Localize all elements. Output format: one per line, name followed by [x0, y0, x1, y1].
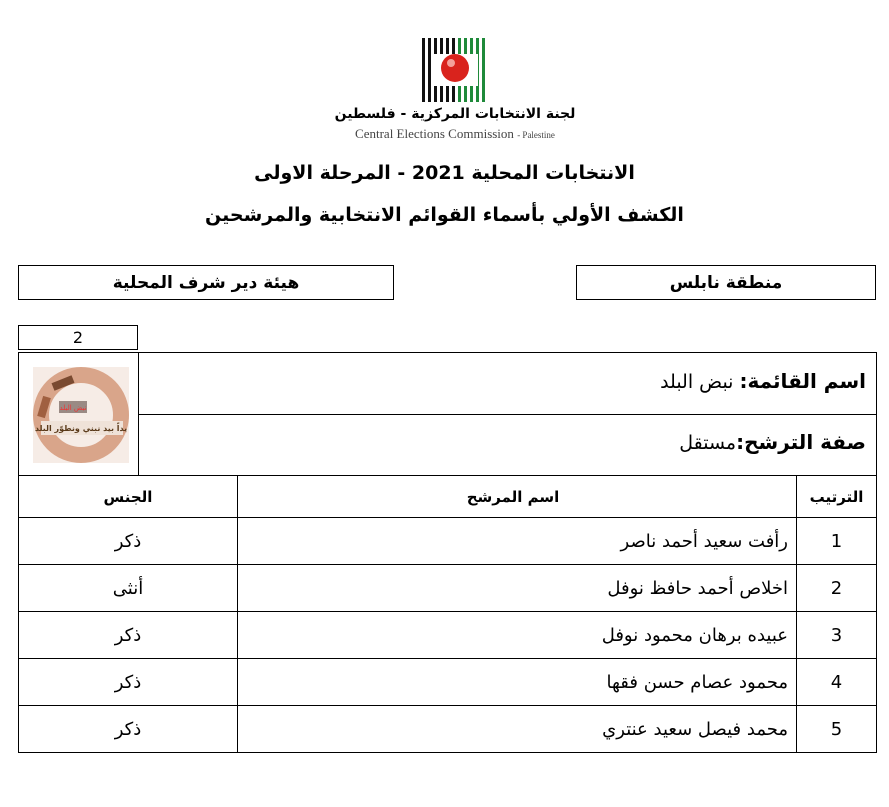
table-header: الترتيب اسم المرشح الجنس [18, 475, 877, 518]
table-row: 2 اخلاص أحمد حافظ نوفل أنثى [18, 564, 877, 612]
table-row: 1 رأفت سعيد أحمد ناصر ذكر [18, 517, 877, 565]
list-number: 2 [18, 325, 138, 350]
divider [139, 414, 876, 415]
rank: 5 [796, 705, 877, 753]
rank: 1 [796, 517, 877, 565]
rank: 4 [796, 658, 877, 706]
candidate-name: اخلاص أحمد حافظ نوفل [237, 564, 797, 612]
header-rank: الترتيب [796, 475, 877, 518]
cec-logo-icon [422, 38, 485, 102]
gender: ذكر [18, 705, 238, 753]
candidate-name: محمود عصام حسن فقها [237, 658, 797, 706]
org-name-arabic: لجنة الانتخابات المركزية - فلسطين [334, 106, 576, 122]
gender: ذكر [18, 658, 238, 706]
list-logo-image-icon: نبض البلد يداً بيد نبني ونطوّر البلد [33, 367, 129, 463]
table-row: 4 محمود عصام حسن فقها ذكر [18, 658, 877, 706]
table-row: 3 عبيده برهان محمود نوفل ذكر [18, 611, 877, 659]
document-title: الانتخابات المحلية 2021 - المرحلة الاولى [254, 162, 635, 184]
rank: 3 [796, 611, 877, 659]
candidacy-type-field: صفة الترشح:مستقل [679, 430, 866, 454]
candidate-name: محمد فيصل سعيد عنتري [237, 705, 797, 753]
rank: 2 [796, 564, 877, 612]
candidate-name: عبيده برهان محمود نوفل [237, 611, 797, 659]
svg-text:يداً بيد نبني ونطوّر البلد: يداً بيد نبني ونطوّر البلد [35, 422, 127, 433]
candidates-table: الترتيب اسم المرشح الجنس 1 رأفت سعيد أحمد… [18, 475, 877, 753]
header-name: اسم المرشح [237, 475, 797, 518]
svg-text:نبض البلد: نبض البلد [59, 404, 86, 412]
candidate-name: رأفت سعيد أحمد ناصر [237, 517, 797, 565]
org-name-english: Central Elections Commission - Palestine [355, 126, 555, 141]
council-box: هيئة دير شرف المحلية [18, 265, 394, 300]
gender: ذكر [18, 611, 238, 659]
header-gender: الجنس [18, 475, 238, 518]
list-info: نبض البلد يداً بيد نبني ونطوّر البلد اسم… [18, 352, 877, 476]
region-box: منطقة نابلس [576, 265, 876, 300]
list-logo-cell: نبض البلد يداً بيد نبني ونطوّر البلد [19, 353, 139, 476]
gender: ذكر [18, 517, 238, 565]
gender: أنثى [18, 564, 238, 612]
document-subtitle: الكشف الأولي بأسماء القوائم الانتخابية و… [205, 204, 684, 226]
table-row: 5 محمد فيصل سعيد عنتري ذكر [18, 705, 877, 753]
list-name-field: اسم القائمة: نبض البلد [660, 369, 866, 393]
